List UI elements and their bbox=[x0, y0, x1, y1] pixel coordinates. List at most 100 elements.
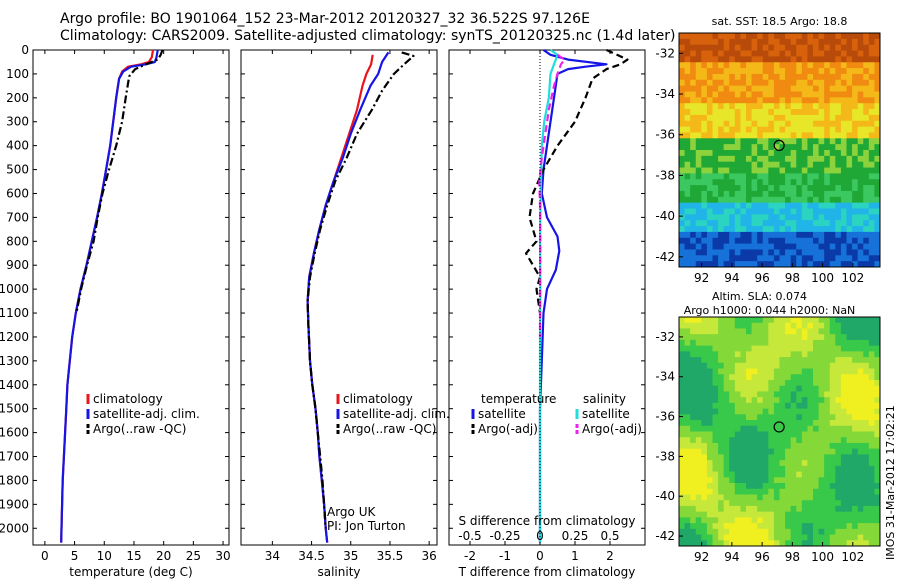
heat-cell bbox=[801, 97, 808, 104]
heat-cell bbox=[768, 85, 775, 92]
heat-cell bbox=[829, 261, 836, 268]
heat-cell bbox=[835, 517, 842, 524]
heat-cell bbox=[779, 362, 786, 369]
heat-cell bbox=[679, 150, 685, 157]
heat-cell bbox=[762, 420, 769, 427]
heat-cell bbox=[729, 62, 736, 69]
heat-cell bbox=[768, 379, 775, 387]
heat-cell bbox=[824, 442, 831, 450]
heat-cell bbox=[852, 528, 859, 535]
heat-cell bbox=[852, 91, 859, 98]
heat-cell bbox=[734, 362, 741, 369]
heat-cell bbox=[740, 109, 747, 116]
heat-cell bbox=[684, 38, 691, 46]
heat-cell bbox=[723, 261, 730, 268]
heat-cell bbox=[807, 414, 814, 421]
heat-cell bbox=[706, 85, 713, 92]
heat-cell bbox=[857, 357, 864, 364]
heat-cell bbox=[835, 109, 842, 116]
heat-cell bbox=[779, 150, 786, 157]
heat-cell bbox=[857, 339, 864, 347]
heat-cell bbox=[740, 431, 747, 438]
heat-cell bbox=[846, 249, 853, 256]
heat-cell bbox=[852, 431, 859, 438]
heat-cell bbox=[790, 420, 797, 427]
heat-cell bbox=[801, 190, 808, 198]
heat-cell bbox=[874, 374, 881, 381]
heat-cell bbox=[773, 414, 780, 421]
heat-cell bbox=[840, 357, 847, 364]
heat-cell bbox=[746, 408, 752, 415]
heat-cell bbox=[846, 179, 853, 186]
heat-cell bbox=[785, 144, 792, 151]
heat-cell bbox=[695, 173, 702, 180]
heat-cell bbox=[857, 237, 864, 244]
heat-cell bbox=[734, 109, 741, 116]
heat-cell bbox=[824, 150, 831, 157]
heat-cell bbox=[684, 448, 691, 455]
x-tick-label: 35.5 bbox=[377, 549, 404, 563]
heat-cell bbox=[790, 391, 797, 398]
heat-cell bbox=[768, 62, 775, 69]
heat-cell bbox=[796, 255, 803, 262]
heat-cell bbox=[824, 202, 831, 209]
heat-cell bbox=[690, 494, 697, 501]
heat-cell bbox=[824, 414, 831, 421]
heat-cell bbox=[773, 126, 780, 133]
heat-cell bbox=[857, 261, 864, 268]
heat-cell bbox=[863, 454, 870, 461]
heat-cell bbox=[835, 328, 842, 335]
heat-cell bbox=[846, 85, 853, 92]
heat-cell bbox=[706, 56, 713, 63]
heat-cell bbox=[684, 437, 691, 444]
heat-cell bbox=[874, 442, 881, 450]
heat-cell bbox=[835, 255, 842, 262]
heat-cell bbox=[701, 437, 708, 444]
heat-cell bbox=[863, 226, 870, 233]
heat-cell bbox=[824, 226, 831, 233]
heat-cell bbox=[712, 339, 719, 347]
heat-cell bbox=[863, 97, 870, 104]
heat-cell bbox=[768, 161, 775, 168]
heat-cell bbox=[762, 79, 769, 87]
heat-cell bbox=[734, 328, 741, 335]
heat-cell bbox=[768, 231, 775, 239]
heat-cell bbox=[712, 374, 719, 381]
heat-cell bbox=[773, 534, 780, 541]
heat-cell bbox=[824, 523, 831, 530]
heat-cell bbox=[679, 231, 685, 239]
heat-cell bbox=[829, 483, 836, 490]
heat-cell bbox=[679, 505, 685, 513]
x-tick-label: 98 bbox=[785, 271, 800, 285]
heat-cell bbox=[718, 460, 725, 467]
heat-cell bbox=[757, 120, 764, 127]
heat-cell bbox=[762, 173, 769, 180]
heat-cell bbox=[740, 442, 747, 450]
heat-cell bbox=[818, 33, 825, 40]
heat-cell bbox=[712, 448, 719, 455]
heat-cell bbox=[835, 38, 842, 46]
heat-cell bbox=[695, 345, 702, 352]
heat-cell bbox=[762, 379, 769, 387]
heat-cell bbox=[785, 368, 792, 375]
heat-cell bbox=[706, 523, 713, 530]
heat-cell bbox=[857, 442, 864, 450]
heat-cell bbox=[785, 50, 792, 57]
heat-cell bbox=[785, 33, 792, 40]
heat-cell bbox=[757, 317, 764, 324]
heat-cell bbox=[690, 202, 697, 209]
heat-cell bbox=[729, 322, 736, 329]
heat-cell bbox=[790, 368, 797, 375]
heat-cell bbox=[706, 220, 713, 227]
heat-cell bbox=[801, 448, 808, 455]
heat-cell bbox=[779, 214, 786, 221]
heat-cell bbox=[762, 511, 769, 518]
heat-cell bbox=[729, 317, 736, 324]
heat-cell bbox=[801, 483, 808, 490]
heat-cell bbox=[746, 150, 752, 157]
heat-cell bbox=[846, 138, 853, 145]
legend-entry-0-label: climatology bbox=[343, 392, 413, 406]
heat-cell bbox=[751, 500, 758, 507]
heat-cell bbox=[679, 237, 685, 244]
heat-cell bbox=[701, 50, 708, 57]
